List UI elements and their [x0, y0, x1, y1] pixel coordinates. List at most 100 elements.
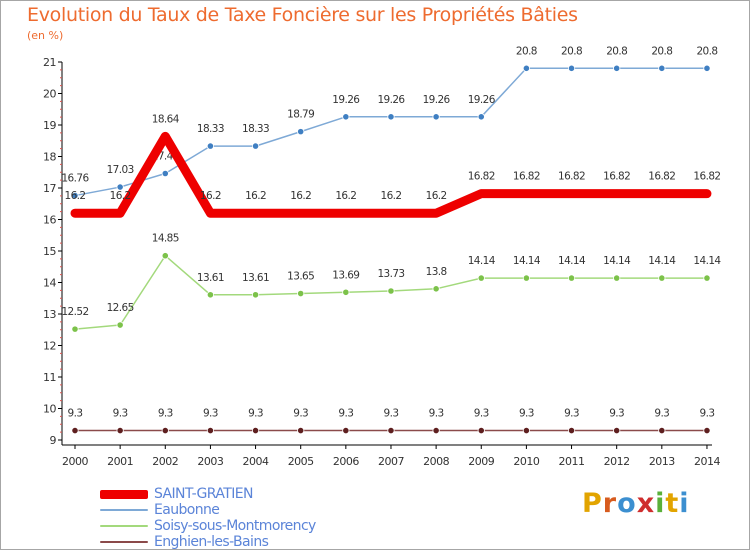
y-tick-label: 19 — [43, 119, 56, 132]
data-label-soisy-sous-montmorency: 14.14 — [603, 255, 631, 267]
data-label-eaubonne: 18.33 — [242, 123, 269, 135]
data-point-eaubonne — [251, 142, 260, 150]
data-point-eaubonne — [522, 64, 531, 72]
data-label-eaubonne: 19.26 — [423, 94, 451, 106]
data-label-saint-gratien: 16.82 — [558, 171, 585, 183]
data-point-saint-gratien — [71, 209, 79, 218]
data-label-enghien-les-bains: 9.3 — [609, 408, 624, 420]
x-tick-label: 2008 — [423, 455, 449, 468]
y-tick-label: 18 — [43, 151, 56, 164]
data-label-enghien-les-bains: 9.3 — [158, 408, 173, 420]
x-tick-label: 2013 — [649, 455, 675, 468]
data-label-saint-gratien: 16.2 — [245, 190, 266, 202]
data-point-soisy-sous-montmorency — [342, 288, 350, 296]
y-tick-label: 16 — [43, 214, 56, 227]
data-point-enghien-les-bains — [703, 426, 711, 435]
data-point-eaubonne — [432, 113, 440, 121]
data-point-enghien-les-bains — [522, 426, 531, 435]
data-point-enghien-les-bains — [658, 426, 666, 435]
data-point-soisy-sous-montmorency — [658, 274, 666, 282]
data-label-enghien-les-bains: 9.3 — [564, 408, 579, 420]
data-point-eaubonne — [477, 113, 485, 121]
logo-letter: P — [582, 488, 603, 519]
data-point-eaubonne — [387, 113, 395, 121]
data-label-soisy-sous-montmorency: 14.14 — [513, 255, 541, 267]
data-point-soisy-sous-montmorency — [522, 274, 531, 282]
data-label-enghien-les-bains: 9.3 — [429, 408, 444, 420]
data-point-enghien-les-bains — [387, 426, 395, 435]
x-tick-label: 2007 — [378, 455, 404, 468]
data-label-enghien-les-bains: 9.3 — [654, 408, 669, 420]
y-tick-label: 17 — [43, 182, 56, 195]
data-point-saint-gratien — [567, 189, 576, 198]
data-point-soisy-sous-montmorency — [206, 291, 215, 299]
data-point-enghien-les-bains — [342, 426, 350, 435]
data-label-saint-gratien: 16.82 — [648, 171, 675, 183]
data-point-saint-gratien — [341, 209, 350, 218]
data-label-saint-gratien: 16.82 — [693, 171, 720, 183]
data-label-soisy-sous-montmorency: 12.52 — [61, 306, 88, 318]
data-point-soisy-sous-montmorency — [161, 252, 169, 260]
data-point-saint-gratien — [612, 189, 621, 198]
x-tick-label: 2014 — [694, 455, 720, 468]
data-point-enghien-les-bains — [567, 426, 576, 435]
data-point-eaubonne — [658, 64, 666, 72]
y-tick-label: 10 — [43, 403, 56, 416]
data-label-soisy-sous-montmorency: 14.14 — [468, 255, 496, 267]
data-label-soisy-sous-montmorency: 14.14 — [558, 255, 586, 267]
data-label-saint-gratien: 16.82 — [513, 171, 540, 183]
legend-item-eaubonne: Eaubonne — [100, 502, 316, 518]
data-label-enghien-les-bains: 9.3 — [68, 408, 83, 420]
data-point-enghien-les-bains — [71, 426, 79, 435]
legend-label-eaubonne: Eaubonne — [154, 502, 220, 518]
legend-label-saint-gratien: SAINT-GRATIEN — [154, 486, 253, 502]
data-point-enghien-les-bains — [613, 426, 621, 435]
x-tick-label: 2001 — [107, 455, 133, 468]
data-point-saint-gratien — [522, 189, 531, 198]
data-label-soisy-sous-montmorency: 14.14 — [693, 255, 721, 267]
data-point-soisy-sous-montmorency — [432, 285, 440, 293]
data-point-saint-gratien — [161, 132, 170, 141]
data-label-eaubonne: 19.26 — [332, 94, 360, 106]
legend-label-soisy: Soisy-sous-Montmorency — [154, 518, 316, 534]
data-label-saint-gratien: 16.2 — [335, 190, 356, 202]
data-label-soisy-sous-montmorency: 12.65 — [107, 302, 134, 314]
logo-letter: t — [665, 488, 680, 519]
y-tick-label: 20 — [43, 88, 56, 101]
data-point-eaubonne — [342, 113, 350, 121]
data-point-soisy-sous-montmorency — [567, 274, 576, 282]
data-point-soisy-sous-montmorency — [71, 325, 79, 333]
y-tick-label: 11 — [43, 371, 56, 384]
data-point-enghien-les-bains — [116, 426, 124, 435]
data-label-saint-gratien: 16.82 — [603, 171, 630, 183]
y-tick-label: 21 — [43, 56, 56, 69]
data-point-eaubonne — [116, 183, 124, 191]
data-label-eaubonne: 17.03 — [107, 164, 134, 176]
proxiti-logo[interactable]: Proxiti — [582, 488, 690, 519]
data-point-eaubonne — [567, 64, 576, 72]
legend-swatch-eaubonne — [100, 509, 148, 511]
data-label-eaubonne: 20.8 — [651, 45, 672, 57]
data-point-enghien-les-bains — [161, 426, 169, 435]
x-tick-label: 2006 — [333, 455, 359, 468]
legend-item-saint-gratien: SAINT-GRATIEN — [100, 486, 316, 502]
data-label-enghien-les-bains: 9.3 — [113, 408, 128, 420]
data-label-enghien-les-bains: 9.3 — [384, 408, 399, 420]
y-tick-label: 12 — [43, 340, 56, 353]
data-point-eaubonne — [71, 191, 79, 200]
data-label-soisy-sous-montmorency: 13.8 — [426, 266, 447, 278]
logo-letter: i — [679, 488, 690, 519]
data-point-saint-gratien — [702, 189, 711, 198]
y-tick-label: 13 — [43, 308, 56, 321]
x-tick-label: 2010 — [513, 455, 539, 468]
legend-swatch-soisy — [100, 525, 148, 527]
data-point-soisy-sous-montmorency — [477, 274, 485, 282]
data-point-saint-gratien — [116, 209, 125, 218]
data-label-soisy-sous-montmorency: 13.73 — [377, 268, 404, 280]
data-point-saint-gratien — [657, 189, 666, 198]
x-tick-label: 2012 — [604, 455, 630, 468]
y-tick-label: 14 — [43, 277, 56, 290]
unit-label: (en %) — [27, 29, 64, 42]
data-label-soisy-sous-montmorency: 14.14 — [648, 255, 676, 267]
